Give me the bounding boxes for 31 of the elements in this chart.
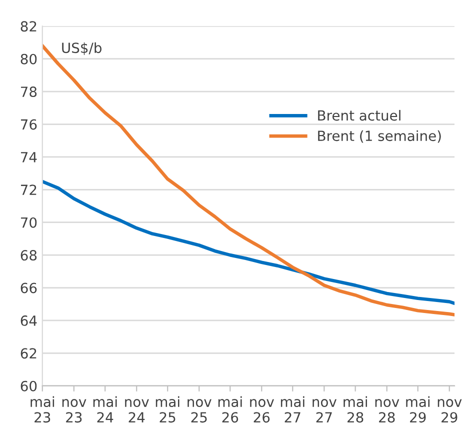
- y-tick-label: 74: [20, 152, 37, 162]
- y-tick-label: 60: [20, 380, 37, 392]
- x-tick-label: nov 25: [188, 399, 212, 423]
- x-tick-label: mai 23: [30, 396, 54, 423]
- x-tick-label: mai 25: [156, 396, 180, 423]
- y-tick-label: 68: [20, 250, 37, 261]
- x-tick-label: nov 24: [125, 399, 149, 422]
- y-tick-label: 72: [20, 184, 36, 195]
- x-tick-label: mai 26: [218, 396, 242, 423]
- y-tick-label: 76: [20, 119, 37, 130]
- x-tick-label: nov 28: [375, 399, 400, 423]
- y-tick-label: 66: [20, 282, 37, 294]
- y-tick-label: 64: [20, 315, 37, 326]
- line-series: [42, 44, 455, 316]
- x-tick-label: nov 26: [250, 399, 274, 423]
- x-tick-label: nov 29: [438, 399, 462, 423]
- y-axis-title: US$/b: [62, 42, 102, 55]
- x-tick-label: nov 23: [62, 399, 86, 423]
- y-tick-label: 80: [20, 54, 37, 64]
- line-series: [42, 180, 455, 305]
- x-tick-label: mai 24: [93, 396, 117, 422]
- x-tick-label: mai 27: [280, 396, 304, 422]
- y-tick-label: 70: [20, 217, 37, 228]
- legend-label: Brent (1 semaine): [318, 130, 441, 143]
- y-tick-label: 62: [20, 348, 36, 359]
- x-tick-label: mai 28: [344, 396, 367, 423]
- y-tick-label: 82: [20, 21, 36, 32]
- x-tick-label: mai 29: [406, 396, 430, 423]
- legend-label: Brent actuel: [318, 110, 400, 121]
- y-tick-label: 78: [20, 86, 37, 98]
- x-tick-label: nov 27: [312, 399, 337, 422]
